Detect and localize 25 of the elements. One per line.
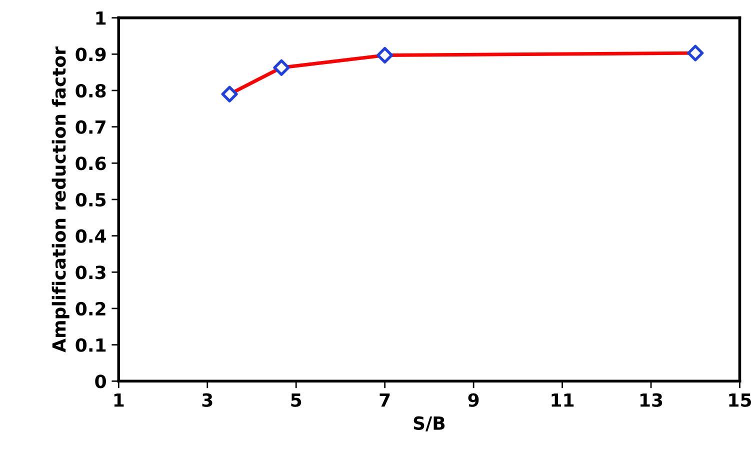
- x-tick-label: 7: [380, 394, 390, 407]
- point: [687, 44, 704, 62]
- y-tick-label: 0.7: [76, 120, 106, 134]
- y-tick-label: 0.3: [76, 266, 106, 280]
- point: [221, 86, 238, 102]
- x-tick-label: 11: [552, 394, 574, 407]
- y-tick-label: 0.1: [76, 338, 106, 352]
- x-tick-label: 3: [202, 393, 212, 407]
- y-tick-label: 0.9: [76, 48, 106, 62]
- y-tick-label: 1: [96, 12, 106, 25]
- point: [376, 46, 394, 64]
- x-tick-label: 15: [729, 394, 751, 407]
- y-tick-label: 0.2: [76, 302, 106, 316]
- y-tick-label: 0.5: [76, 192, 106, 207]
- y-tick-label: 0.4: [76, 229, 106, 243]
- point: [273, 59, 290, 76]
- y-tick-label: 0.8: [76, 84, 106, 98]
- x-axis-title: S/B: [414, 416, 445, 432]
- x-tick-label: 9: [468, 393, 479, 407]
- x-tick-label: 13: [640, 393, 662, 407]
- x-tick-label: 1: [114, 394, 124, 407]
- x-tick-label: 5: [291, 394, 302, 407]
- y-axis-title: Amplification reduction factor: [52, 46, 70, 352]
- y-tick-label: 0: [95, 374, 106, 388]
- y-tick-label: 0.6: [76, 156, 106, 170]
